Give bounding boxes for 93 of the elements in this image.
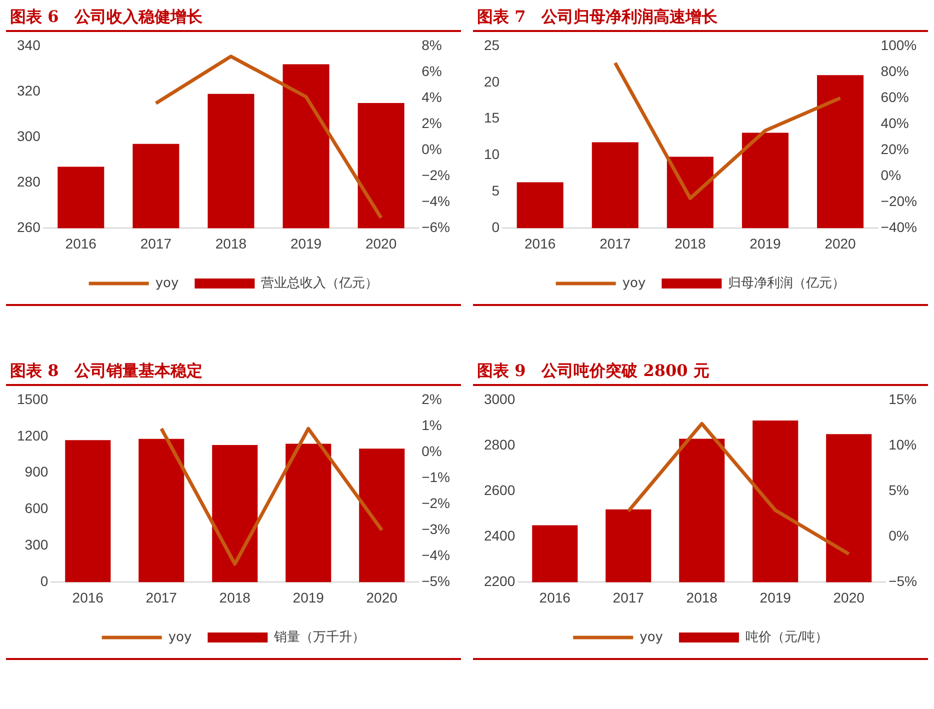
chart-title: 图表 7 公司归母净利润高速增长 (473, 0, 928, 32)
bar (212, 444, 258, 582)
y2-tick-label: 8% (422, 36, 442, 53)
y-tick-label: 2200 (484, 573, 516, 590)
x-tick-label: 2020 (365, 235, 397, 252)
y2-tick-label: 0% (422, 442, 442, 459)
y-tick-label: 25 (484, 36, 500, 53)
x-tick-label: 2017 (612, 589, 644, 606)
y-tick-label: 2600 (484, 482, 516, 498)
y2-tick-label: −5% (888, 573, 918, 590)
legend-label: 吨价（元/吨） (745, 630, 828, 645)
bar (65, 440, 111, 582)
y2-tick-label: 1% (422, 416, 442, 433)
y-tick-label: 0 (492, 219, 500, 236)
y2-tick-label: 4% (422, 88, 442, 105)
y2-tick-label: 100% (880, 36, 917, 53)
bar (516, 182, 564, 228)
legend-label: yoy (155, 276, 179, 291)
y2-tick-label: −3% (422, 521, 450, 537)
bar (817, 75, 864, 228)
x-tick-label: 2016 (524, 235, 556, 252)
y2-tick-label: −4% (422, 547, 450, 564)
x-tick-label: 2020 (366, 589, 398, 606)
x-tick-label: 2020 (833, 589, 865, 606)
y2-tick-label: −20% (880, 193, 918, 210)
y2-tick-label: −40% (880, 219, 918, 236)
y2-tick-label: 10% (888, 436, 917, 452)
y-tick-label: 260 (17, 219, 41, 236)
y2-tick-label: −6% (422, 219, 450, 236)
x-tick-label: 2016 (539, 589, 571, 606)
x-tick-label: 2017 (140, 235, 172, 252)
x-tick-label: 2019 (750, 235, 782, 252)
y2-tick-label: 2% (422, 390, 442, 407)
x-tick-label: 2017 (146, 589, 178, 606)
x-tick-label: 2019 (290, 235, 322, 252)
y-tick-label: 0 (40, 573, 48, 590)
legend-label: 营业总收入（亿元） (261, 276, 378, 291)
chart-title: 图表 9 公司吨价突破 2800 元 (473, 354, 928, 386)
y2-tick-label: 60% (880, 88, 909, 105)
y-tick-label: 20 (484, 73, 500, 90)
legend-label: yoy (640, 630, 664, 645)
y2-tick-label: 6% (422, 62, 442, 79)
y-tick-label: 2800 (484, 436, 516, 452)
legend-label: 销量（万千升） (273, 630, 366, 645)
x-tick-label: 2016 (72, 589, 104, 606)
y2-tick-label: 80% (880, 62, 909, 79)
y-tick-label: 900 (24, 464, 48, 480)
y-tick-label: 10 (484, 146, 500, 162)
y2-tick-label: −1% (422, 468, 450, 485)
y-tick-label: 15 (484, 110, 500, 126)
y2-tick-label: 5% (888, 482, 909, 498)
chart-title: 图表 8 公司销量基本稳定 (6, 354, 461, 386)
bar (138, 438, 184, 582)
bar (592, 142, 638, 228)
y2-tick-label: 2% (422, 114, 442, 131)
bar (286, 444, 332, 582)
y2-tick-label: −2% (422, 167, 450, 183)
x-tick-label: 2019 (760, 589, 792, 606)
y-tick-label: 1500 (16, 390, 48, 407)
bar (666, 156, 714, 228)
y2-tick-label: 0% (422, 140, 442, 157)
x-tick-label: 2019 (292, 589, 324, 606)
y2-tick-label: 15% (888, 390, 917, 407)
y-tick-label: 5 (492, 182, 500, 199)
y2-tick-label: 20% (880, 140, 909, 157)
y2-tick-label: −5% (422, 573, 450, 590)
y2-tick-label: 0% (880, 167, 902, 183)
y-tick-label: 280 (17, 174, 41, 190)
x-tick-label: 2020 (824, 235, 856, 252)
legend-label: 归母净利润（亿元） (728, 276, 846, 291)
y2-tick-label: −2% (422, 494, 450, 511)
bar (359, 448, 405, 582)
y-tick-label: 300 (17, 128, 41, 144)
x-tick-label: 2018 (219, 589, 251, 606)
y-tick-label: 340 (17, 36, 41, 53)
y-tick-label: 1200 (16, 427, 48, 444)
x-tick-label: 2016 (65, 235, 97, 252)
y2-tick-label: 0% (888, 528, 909, 544)
y-tick-label: 3000 (484, 390, 516, 407)
y-tick-label: 300 (24, 536, 48, 553)
x-tick-label: 2018 (215, 235, 247, 252)
y-tick-label: 600 (24, 500, 48, 516)
legend-label: yoy (168, 630, 192, 645)
y-tick-label: 2400 (484, 528, 516, 544)
bar (742, 132, 788, 228)
y-tick-label: 320 (17, 82, 41, 98)
y2-tick-label: 40% (880, 114, 909, 131)
chart-title: 图表 6 公司收入稳健增长 (6, 0, 461, 32)
x-tick-label: 2017 (600, 235, 631, 252)
x-tick-label: 2018 (686, 589, 718, 606)
legend-label: yoy (622, 276, 646, 291)
x-tick-label: 2018 (674, 235, 706, 252)
y2-tick-label: −4% (422, 193, 450, 210)
